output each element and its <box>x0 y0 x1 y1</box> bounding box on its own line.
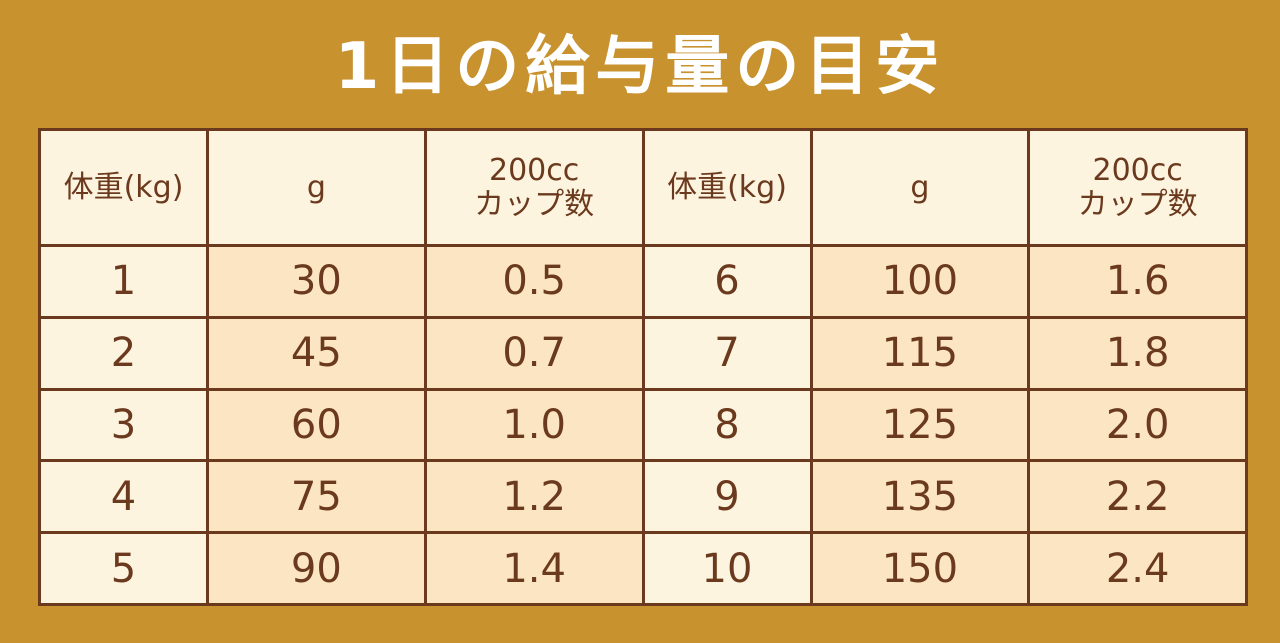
weight-cell: 4 <box>41 462 206 532</box>
amount-cell: 75 <box>209 462 424 532</box>
weight-cell: 1 <box>41 247 206 316</box>
amount-cell: 0.7 <box>426 318 642 388</box>
amount-cell: 115 <box>812 318 1028 388</box>
weight-cell: 2 <box>41 318 206 388</box>
header-cell: 200cc カップ数 <box>1030 131 1245 244</box>
amount-cell: 1.4 <box>426 534 642 603</box>
amount-cell: 100 <box>812 247 1028 316</box>
title: 1日の給与量の目安 <box>334 30 946 104</box>
amount-cell: 90 <box>209 534 424 603</box>
amount-cell: 1.8 <box>1030 318 1245 388</box>
amount-cell: 2.2 <box>1030 462 1245 532</box>
header-cell: 200cc カップ数 <box>426 131 642 244</box>
weight-cell: 3 <box>41 390 206 460</box>
table-frame: 体重(kg) g 200cc カップ数 1 30 0.5 2 45 0.7 3 60 1.0 4 75 1.… <box>38 128 1248 606</box>
amount-cell: 0.5 <box>426 247 642 316</box>
header-cell: g <box>209 131 424 244</box>
header-cell: 体重(kg) <box>644 131 810 244</box>
weight-cell: 9 <box>644 462 810 532</box>
amount-cell: 1.0 <box>426 390 642 460</box>
amount-cell: 30 <box>209 247 424 316</box>
amount-cell: 60 <box>209 390 424 460</box>
amount-cell: 2.0 <box>1030 390 1245 460</box>
weight-cell: 8 <box>644 390 810 460</box>
header-cell: g <box>812 131 1028 244</box>
amount-cell: 2.4 <box>1030 534 1245 603</box>
amount-cell: 125 <box>812 390 1028 460</box>
amount-cell: 150 <box>812 534 1028 603</box>
feeding-table: 体重(kg) g 200cc カップ数 6 100 1.6 7 115 1.8 8 125 2.0 9 1… <box>644 131 1245 603</box>
header-cell: 体重(kg) <box>41 131 206 244</box>
weight-cell: 5 <box>41 534 206 603</box>
feeding-table: 体重(kg) g 200cc カップ数 1 30 0.5 2 45 0.7 3 60 1.0 4 75 1.… <box>41 131 642 603</box>
amount-cell: 1.6 <box>1030 247 1245 316</box>
amount-cell: 1.2 <box>426 462 642 532</box>
amount-cell: 135 <box>812 462 1028 532</box>
weight-cell: 10 <box>644 534 810 603</box>
weight-cell: 7 <box>644 318 810 388</box>
weight-cell: 6 <box>644 247 810 316</box>
amount-cell: 45 <box>209 318 424 388</box>
